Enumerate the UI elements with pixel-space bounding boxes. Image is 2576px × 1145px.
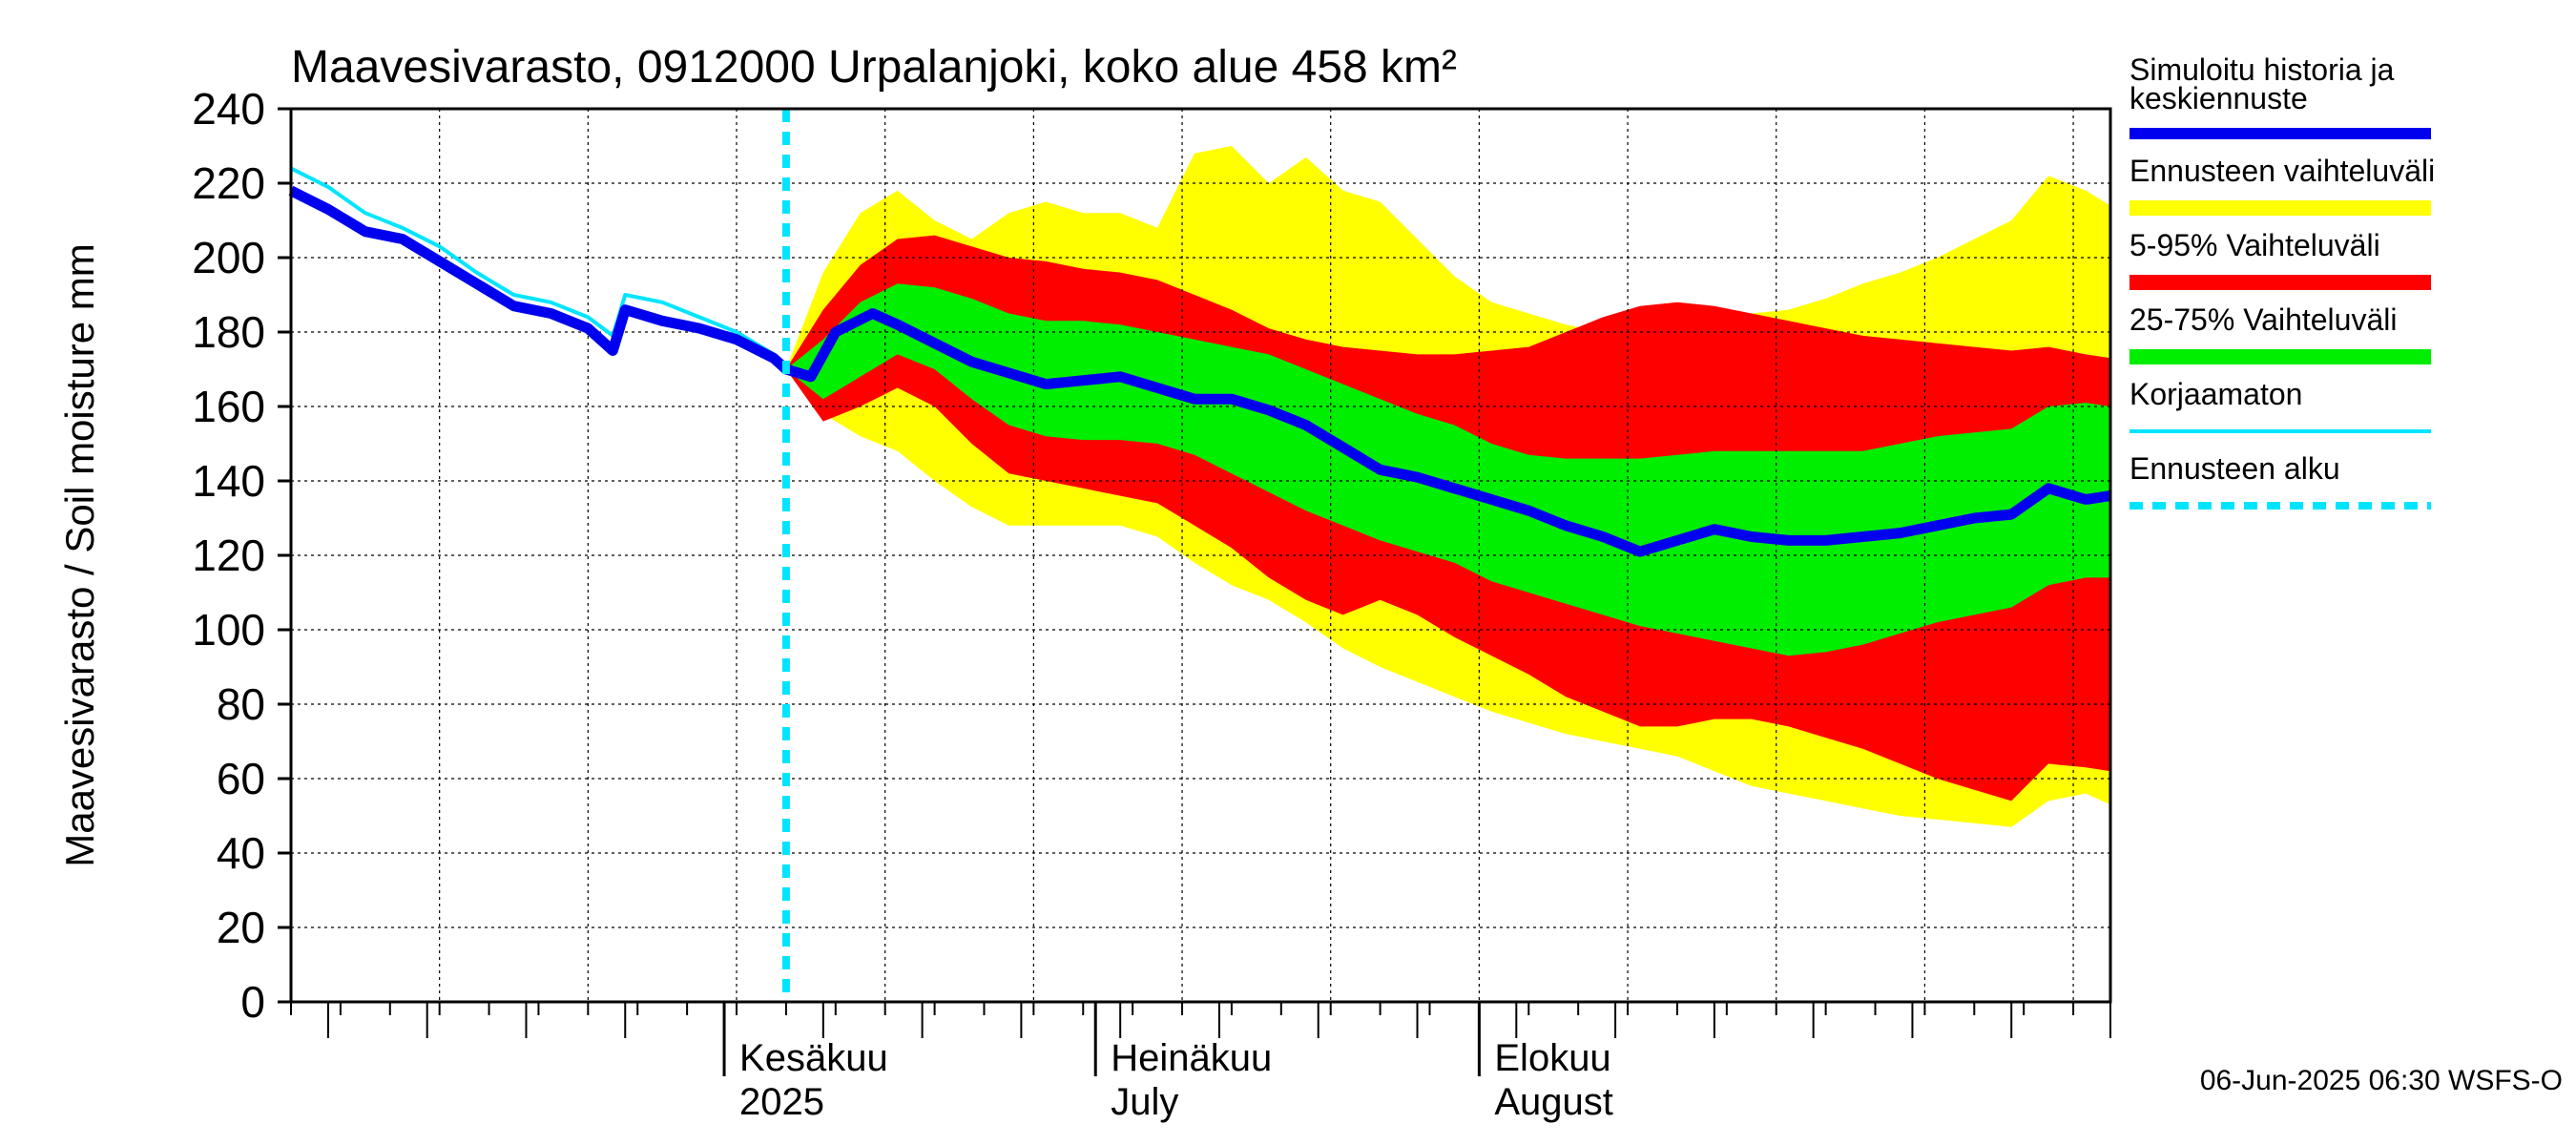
legend-label: Simuloitu historia ja <box>2129 52 2395 87</box>
legend-label: 5-95% Vaihteluväli <box>2129 228 2380 262</box>
y-axis: 0 20 40 60 80 100 120 140 160 180 200 220 240 <box>192 84 291 1027</box>
legend-label: Korjaamaton <box>2129 377 2302 411</box>
legend-label: 25-75% Vaihteluväli <box>2129 302 2397 337</box>
x-month-sublabel: August <box>1494 1081 1613 1123</box>
y-axis-label: Maavesivarasto / Soil moisture mm <box>57 243 102 867</box>
line-korjaamaton <box>290 166 788 367</box>
legend-label-line2: keskiennuste <box>2129 81 2308 115</box>
y-tick-label: 220 <box>192 158 265 208</box>
x-month-sublabel: July <box>1111 1081 1178 1123</box>
timestamp: 06-Jun-2025 06:30 WSFS-O <box>2200 1065 2563 1096</box>
y-tick-label: 140 <box>192 456 265 506</box>
x-month-label: Kesäkuu <box>739 1037 888 1079</box>
y-tick-label: 200 <box>192 233 265 282</box>
y-tick-label: 120 <box>192 531 265 580</box>
x-month-label: Heinäkuu <box>1111 1037 1272 1079</box>
chart-title: Maavesivarasto, 0912000 Urpalanjoki, kok… <box>291 42 1457 93</box>
x-month-label: Elokuu <box>1494 1037 1610 1079</box>
series-lines <box>288 109 2111 1002</box>
y-tick-label: 160 <box>192 382 265 431</box>
line-simulated-mean <box>288 185 2111 557</box>
y-tick-label: 60 <box>217 754 265 803</box>
y-tick-label: 0 <box>240 977 265 1027</box>
legend-label: Ennusteen alku <box>2129 451 2340 486</box>
y-tick-label: 80 <box>217 679 265 729</box>
legend-label: Ennusteen vaihteluväli <box>2129 154 2435 188</box>
gridlines <box>291 108 2110 1003</box>
y-tick-label: 20 <box>217 903 265 952</box>
x-month-sublabel: 2025 <box>739 1081 824 1123</box>
y-tick-label: 180 <box>192 307 265 357</box>
y-tick-label: 240 <box>192 84 265 134</box>
y-tick-label: 40 <box>217 828 265 878</box>
y-tick-label: 100 <box>192 605 265 655</box>
